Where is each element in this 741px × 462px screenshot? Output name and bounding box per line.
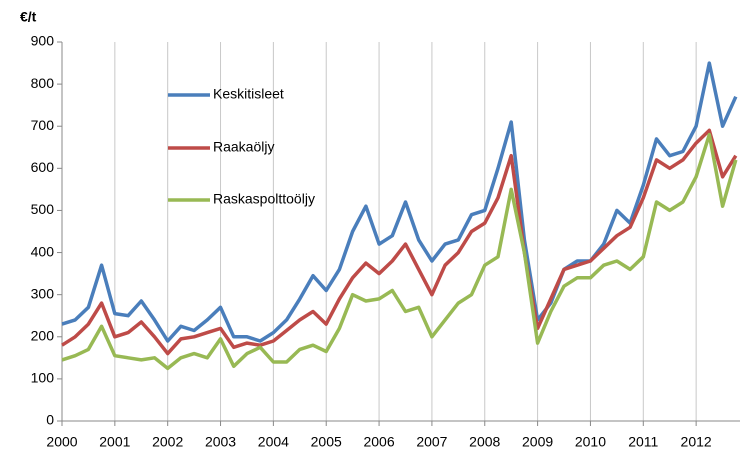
y-tick-label: 0	[46, 412, 54, 428]
x-tick-label: 2012	[681, 434, 712, 450]
y-tick-label: 900	[31, 33, 55, 49]
x-tick-label: 2002	[152, 434, 183, 450]
x-tick-label: 2001	[99, 434, 130, 450]
series-line	[61, 128, 738, 356]
x-tick-label: 2010	[575, 434, 606, 450]
x-tick-label: 2003	[205, 434, 236, 450]
legend-label: Keskitisleet	[213, 86, 284, 102]
y-tick-label: 800	[31, 75, 55, 91]
x-tick-label: 2008	[469, 434, 500, 450]
x-tick-label: 2006	[363, 434, 394, 450]
x-tick-label: 2009	[522, 434, 553, 450]
x-tick-label: 2011	[628, 434, 658, 450]
y-axis-title: €/t	[20, 9, 37, 25]
y-tick-label: 300	[31, 285, 55, 301]
series-line	[61, 132, 738, 371]
legend-label: Raakaöljy	[213, 139, 274, 155]
x-tick-label: 2000	[46, 434, 77, 450]
x-tick-label: 2007	[416, 434, 447, 450]
y-tick-label: 200	[31, 327, 55, 343]
y-tick-label: 500	[31, 201, 55, 217]
legend-label: Raskaspolttoöljy	[213, 191, 315, 207]
y-tick-label: 100	[31, 370, 55, 386]
y-tick-label: 400	[31, 243, 55, 259]
y-tick-label: 700	[31, 117, 55, 133]
x-tick-label: 2005	[311, 434, 342, 450]
y-tick-label: 600	[31, 159, 55, 175]
x-tick-label: 2004	[258, 434, 289, 450]
series-line	[61, 61, 738, 343]
